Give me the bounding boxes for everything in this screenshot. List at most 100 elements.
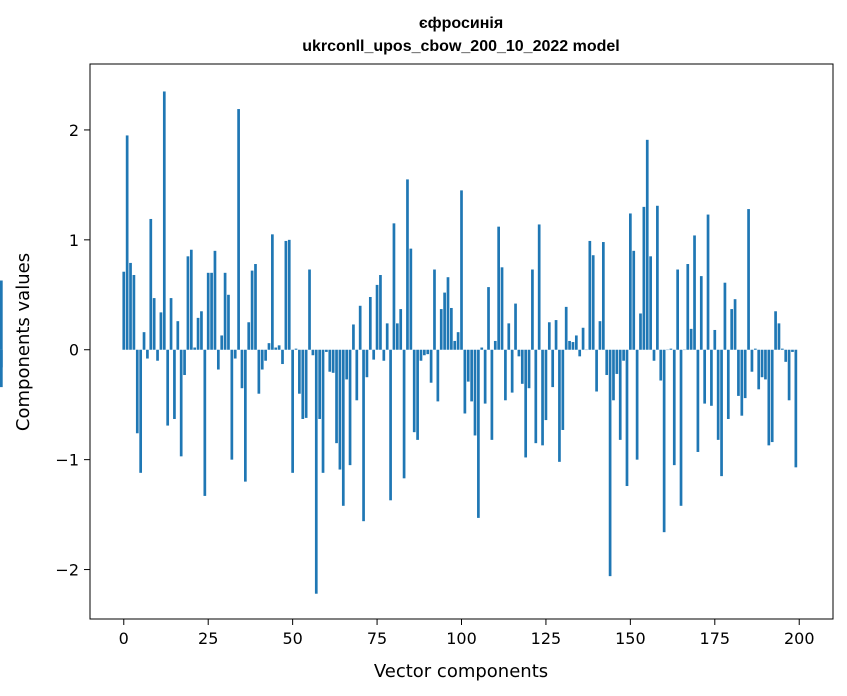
bar-8: [149, 218, 153, 350]
bar-165: [679, 349, 683, 506]
x-tick-label: 25: [198, 629, 218, 648]
bar-189: [760, 349, 764, 378]
bar-133: [571, 342, 575, 350]
bar-147: [618, 349, 622, 440]
x-tick-label: 0: [119, 629, 129, 648]
bar-19: [186, 256, 190, 350]
bar-123: [537, 224, 541, 350]
bar-3: [132, 275, 136, 350]
y-tick-label: 0: [69, 341, 79, 360]
bar-146: [615, 349, 619, 374]
bar-118: [520, 349, 524, 384]
bar-130: [561, 349, 565, 430]
bar-100: [460, 190, 463, 350]
bar-163: [672, 349, 676, 466]
bar-21: [193, 347, 197, 350]
bar-183: [740, 349, 744, 416]
bar-77: [382, 349, 386, 361]
bar-162: [669, 348, 673, 350]
x-axis-ticks: 0 25 50 75 100 125 150 175 200: [119, 619, 815, 648]
bar-193: [774, 311, 777, 350]
x-axis-label: Vector components: [374, 661, 548, 682]
bar-28: [216, 349, 220, 370]
bar-1: [125, 135, 129, 350]
bar-2: [129, 262, 132, 350]
bar-34: [237, 109, 240, 350]
bar-145: [612, 349, 615, 401]
bar-142: [601, 242, 605, 350]
bar-65: [341, 349, 345, 506]
bar-143: [605, 349, 609, 376]
bar-75: [375, 284, 379, 350]
chart-subtitle: ukrconll_upos_cbow_200_10_2022 model: [302, 38, 619, 55]
bar-119: [524, 349, 528, 458]
bar-13: [166, 349, 170, 426]
bar-64: [338, 349, 342, 470]
x-tick-label: 75: [367, 629, 387, 648]
bar-155: [645, 139, 649, 350]
y-tick-label: −2: [55, 561, 79, 580]
bar-95: [443, 292, 446, 350]
y-axis-ticks: −2 −1 0 1 2: [55, 121, 90, 580]
bar-30: [223, 272, 227, 350]
bar-140: [595, 349, 598, 392]
bar-198: [791, 349, 794, 352]
bar-26: [210, 272, 213, 350]
plot-frame: [89, 63, 834, 620]
x-tick-label: 150: [615, 629, 646, 648]
bar-47: [281, 349, 284, 365]
bar-110: [493, 340, 497, 350]
bar-41: [260, 349, 264, 370]
bar-16: [176, 321, 180, 350]
bar-169: [693, 235, 696, 350]
bar-35: [240, 349, 244, 389]
bar-128: [554, 320, 558, 350]
bar-54: [304, 349, 308, 418]
bar-120: [527, 349, 531, 389]
bar-158: [656, 205, 659, 350]
bar-187: [753, 348, 757, 350]
bar-89: [422, 349, 426, 356]
bar-159: [659, 349, 663, 381]
bar-127: [551, 349, 555, 388]
bar-174: [710, 349, 713, 406]
bar-150: [629, 213, 632, 350]
bar-73: [368, 296, 372, 350]
bar-160: [662, 349, 666, 533]
bar-39: [254, 264, 257, 350]
y-tick-label: 2: [69, 121, 79, 140]
y-tick-label: −1: [55, 451, 79, 470]
bar-103: [470, 349, 473, 402]
bar-70: [358, 305, 362, 350]
bar-184: [743, 349, 747, 399]
bar-172: [703, 349, 707, 404]
bar-192: [770, 349, 774, 443]
x-tick-label: 125: [531, 629, 562, 648]
bar-170: [696, 349, 700, 452]
bar-10: [156, 349, 159, 361]
bar-149: [625, 349, 629, 487]
bar-87: [416, 349, 419, 440]
bar-57: [314, 349, 318, 594]
bar-9: [152, 298, 156, 350]
x-tick-label: 200: [784, 629, 815, 648]
bar-62: [331, 349, 335, 373]
bar-48: [284, 240, 288, 350]
bar-11: [159, 312, 163, 350]
bar-196: [784, 349, 788, 362]
bar-154: [642, 206, 646, 350]
bar-81: [395, 323, 399, 350]
bar-108: [487, 287, 490, 350]
bar-14: [169, 298, 173, 350]
bar-40: [257, 349, 261, 394]
bar-84: [406, 179, 409, 350]
bar-55: [308, 269, 311, 350]
bar-38: [250, 270, 254, 350]
bar-173: [706, 214, 710, 350]
bar-46: [277, 345, 281, 350]
bar-131: [564, 306, 568, 350]
bar-22: [196, 317, 200, 350]
bar-85: [409, 248, 413, 350]
bar-114: [507, 323, 511, 350]
bar-43: [267, 343, 271, 350]
